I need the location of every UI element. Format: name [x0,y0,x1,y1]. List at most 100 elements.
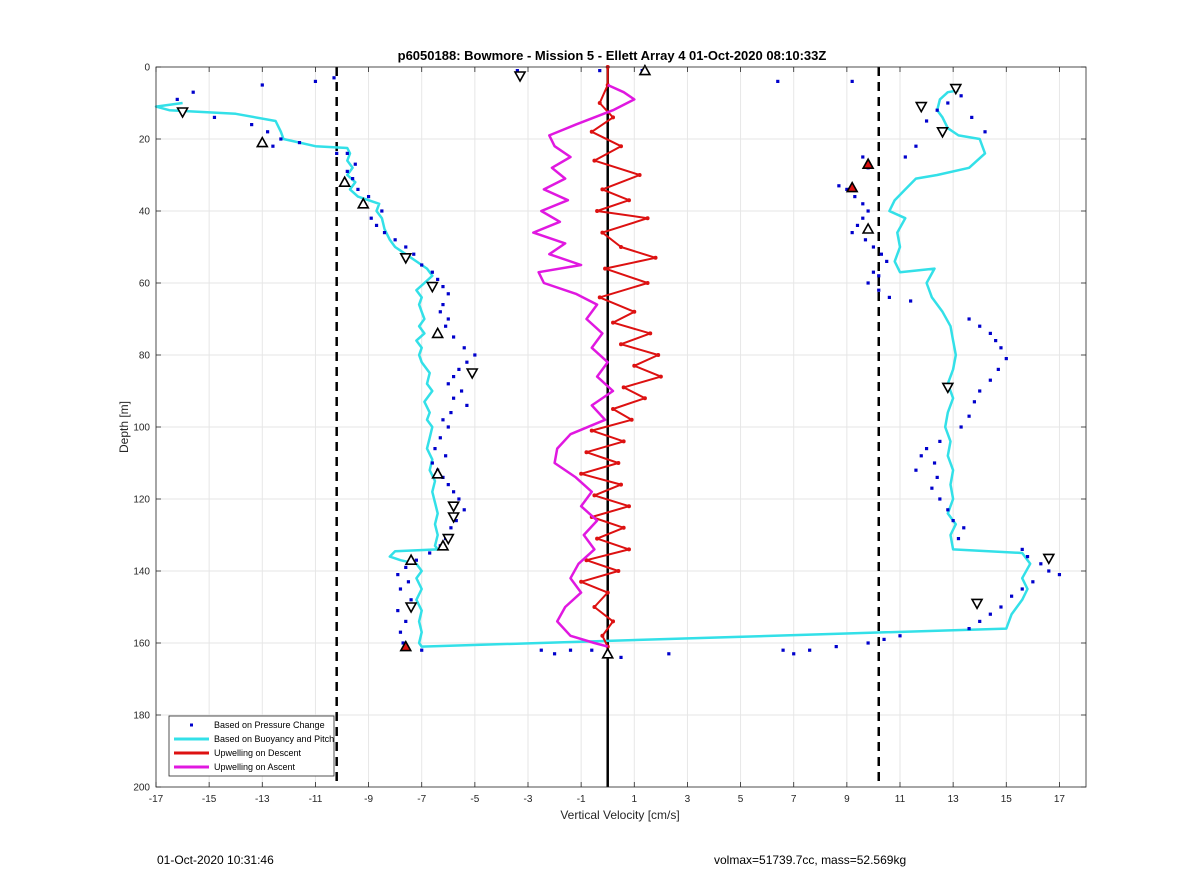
data-point [374,223,379,227]
data-point [951,519,955,523]
data-point [626,504,631,509]
data-point [653,255,658,260]
data-point [398,630,403,634]
y-tick-label: 200 [133,783,150,794]
data-point [428,551,432,555]
data-point [430,461,434,465]
data-point [621,385,626,390]
data-point [414,558,418,562]
data-point [539,648,543,652]
series-upwelling-on-ascent [532,83,636,648]
data-point [579,471,584,476]
y-tick-label: 60 [139,279,151,290]
data-point [600,633,605,638]
data-point [999,605,1003,609]
data-point [932,461,937,465]
series-line [580,67,662,648]
data-point [866,281,870,285]
data-point [988,378,992,382]
x-tick-label: -11 [309,794,323,805]
data-point [446,382,450,386]
data-point [1010,594,1014,598]
y-tick-label: 100 [133,423,150,434]
data-point [515,69,519,73]
data-point [978,389,982,393]
data-point [972,400,976,404]
data-point [956,537,961,541]
data-point [404,565,408,569]
data-point [861,155,865,159]
data-point [584,558,589,563]
down-triangle-marker [970,598,984,611]
y-tick-label: 140 [133,567,150,578]
down-triangle-marker [1042,553,1056,566]
data-point [430,270,434,274]
data-point [781,648,785,652]
series-layer [154,65,1062,659]
data-point [853,195,857,199]
data-point [658,374,663,379]
data-point [959,425,963,429]
data-point [444,324,448,328]
data-point [645,216,650,221]
data-point [552,652,557,656]
data-point [619,245,623,249]
data-point [996,367,1000,371]
data-point [626,198,631,203]
data-point [611,407,616,411]
y-tick-label: 80 [139,351,151,362]
down-triangle-marker [404,602,418,614]
data-point [465,403,469,407]
x-tick-label: -9 [364,794,373,805]
data-point [877,274,881,278]
data-point [978,324,982,328]
data-point [457,367,461,371]
data-point [279,137,283,141]
down-triangle-marker [176,107,189,119]
y-axis-label: Depth [m] [117,401,131,453]
data-point [887,295,891,299]
data-point [212,115,217,119]
data-point [850,231,854,235]
data-point [462,346,466,350]
data-point [459,389,464,393]
data-point [345,169,349,173]
data-point [446,292,450,296]
data-point [398,587,403,591]
data-point [648,331,653,336]
data-point [603,266,608,271]
data-point [978,619,982,623]
data-point [568,648,573,652]
up-triangle-marker [356,197,370,209]
data-point [1057,573,1062,577]
data-point [999,346,1003,350]
data-point [420,648,424,652]
x-tick-label: 13 [948,794,960,805]
x-tick-label: -5 [470,794,479,805]
data-point [406,580,411,584]
data-point [866,641,870,645]
down-triangle-marker [447,512,460,524]
legend: Based on Pressure Change Based on Buoyanc… [168,715,335,777]
data-point [914,468,918,472]
x-tick-label: -15 [202,794,217,805]
legend-label-upwelling-on-descent: Upwelling on Descent [214,748,302,758]
data-point [959,94,963,98]
data-point [356,187,360,191]
data-point [935,475,939,479]
data-point [420,263,424,267]
data-point [175,97,179,101]
chart-title: p6050188: Bowmore - Mission 5 - Ellett A… [398,48,827,63]
data-point [855,223,860,227]
data-point [297,141,302,145]
data-point [1020,587,1024,591]
data-point [619,144,623,149]
data-point [605,590,610,595]
x-tick-label: -13 [255,794,270,805]
data-point [871,245,876,249]
data-point [994,339,998,343]
data-point [438,436,442,440]
data-point [621,439,626,444]
data-point [449,526,453,530]
footer-volmax-mass: volmax=51739.7cc, mass=52.569kg [714,853,907,867]
